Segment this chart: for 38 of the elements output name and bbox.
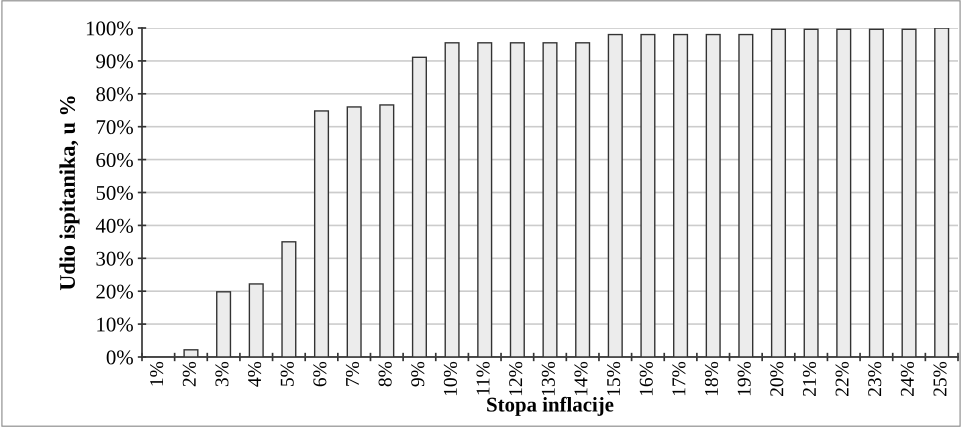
x-tick-label: 18% — [704, 362, 718, 396]
y-tick-label: 30% — [96, 252, 133, 266]
y-tick-label: 50% — [96, 186, 133, 200]
x-tick-label: 4% — [248, 362, 262, 387]
x-tick-label: 5% — [280, 362, 294, 386]
y-tick-label: 80% — [96, 87, 133, 102]
x-tick-label: 24% — [900, 362, 914, 396]
x-tick-label: 21% — [802, 362, 816, 396]
y-tick-label: 60% — [96, 152, 133, 168]
x-tick-label: 17% — [672, 362, 686, 396]
x-tick-label: 2% — [182, 362, 196, 386]
x-axis-title: Stopa inflacije — [487, 396, 614, 416]
y-tick-label: 90% — [96, 54, 133, 68]
x-tick-label: 16% — [640, 362, 653, 396]
x-tick-label: 19% — [738, 362, 751, 396]
x-tick-label: 8% — [378, 362, 392, 386]
x-tick-label: 25% — [933, 362, 947, 396]
y-tick-label: 0% — [106, 350, 133, 364]
x-tick-label: 10% — [444, 362, 458, 396]
y-tick-label: 10% — [97, 317, 133, 332]
x-tick-label: 13% — [542, 362, 555, 396]
y-axis-title: Udio ispitanika, u % — [59, 96, 80, 290]
x-tick-label: 9% — [411, 362, 424, 386]
x-tick-label: 15% — [607, 362, 620, 396]
x-tick-label: 6% — [313, 362, 326, 386]
x-tick-label: 12% — [509, 362, 522, 396]
y-tick-label: 70% — [96, 120, 133, 134]
x-tick-label: 3% — [215, 362, 229, 386]
x-tick-label: 20% — [770, 362, 784, 396]
x-tick-label: 22% — [836, 362, 849, 396]
x-tick-label: 1% — [150, 362, 164, 386]
y-tick-label: 40% — [96, 218, 133, 233]
y-tick-label: 100% — [86, 21, 133, 36]
y-tick-label: 20% — [96, 284, 133, 299]
x-tick-label: 14% — [574, 362, 588, 396]
x-tick-label: 7% — [346, 362, 360, 386]
x-tick-label: 11% — [476, 362, 490, 394]
x-tick-label: 23% — [868, 362, 882, 396]
